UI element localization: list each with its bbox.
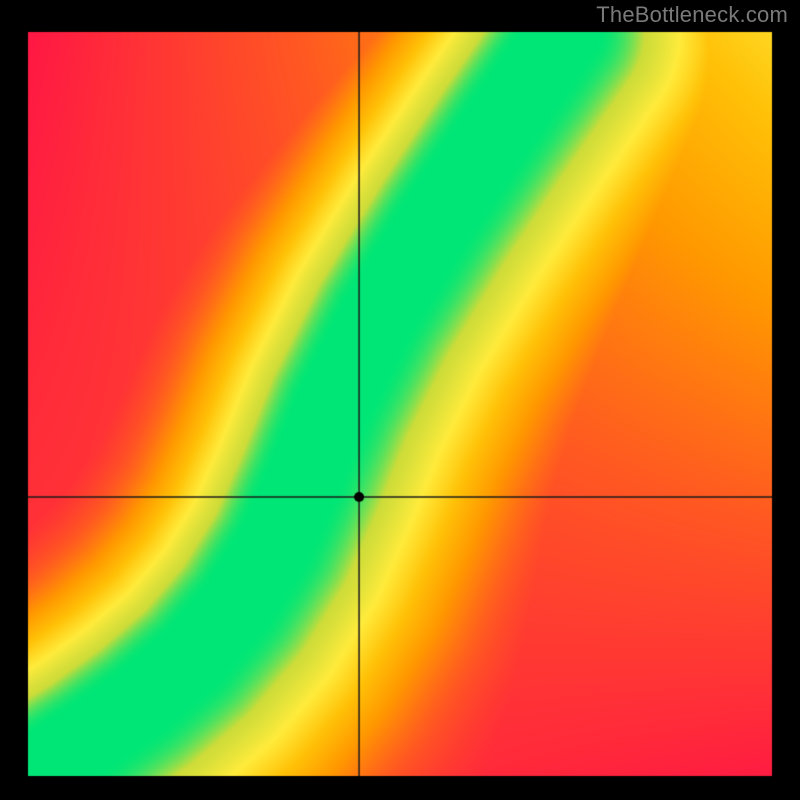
heatmap-canvas (0, 0, 800, 800)
chart-container: TheBottleneck.com (0, 0, 800, 800)
watermark-text: TheBottleneck.com (596, 2, 788, 28)
